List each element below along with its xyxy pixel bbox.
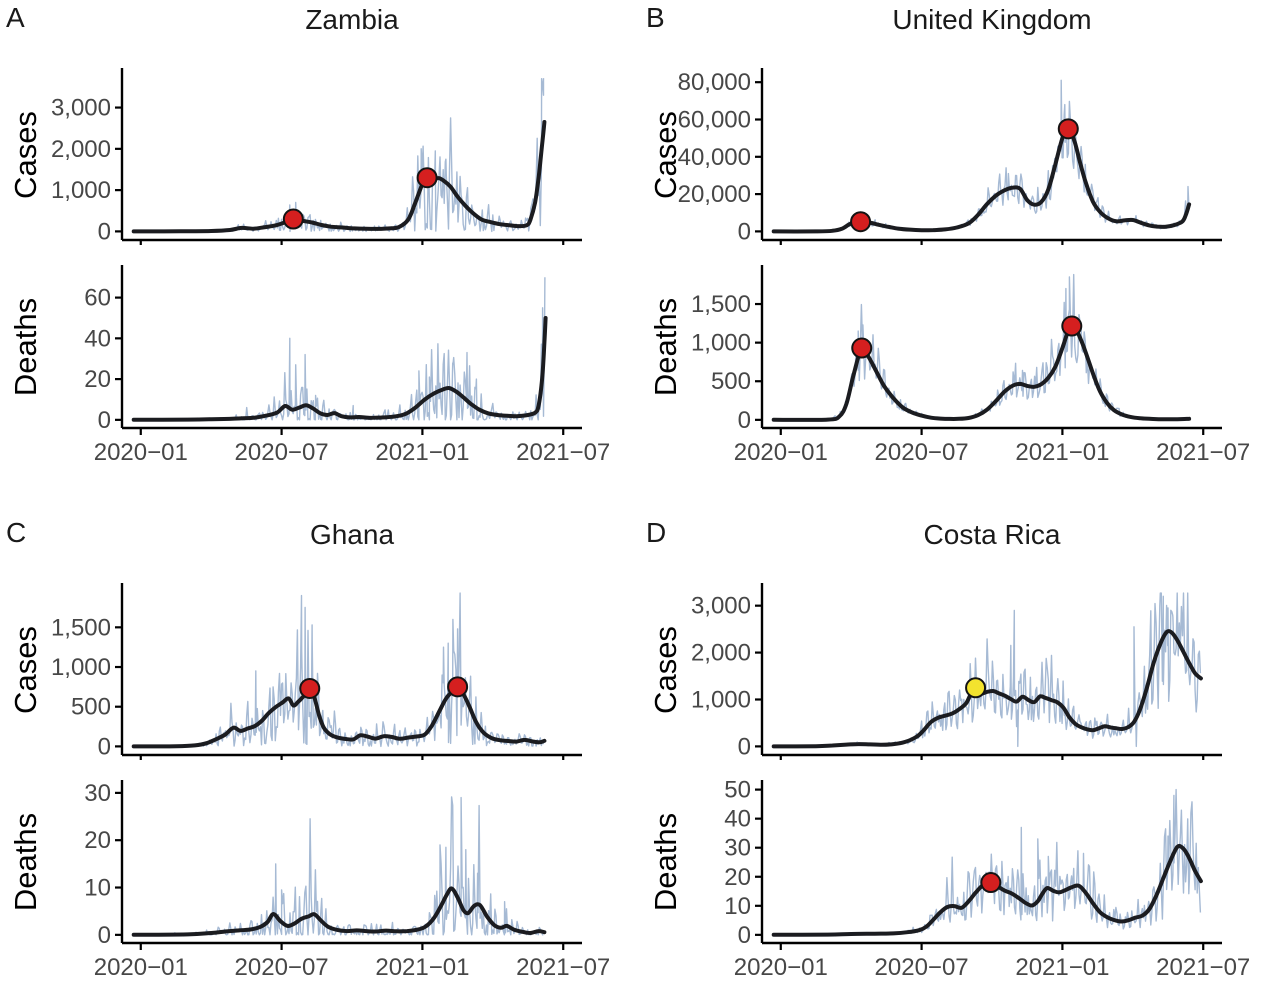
svg-text:500: 500	[711, 368, 751, 395]
svg-text:2021−01: 2021−01	[375, 439, 469, 466]
svg-text:500: 500	[71, 694, 111, 721]
svg-text:1,500: 1,500	[691, 291, 751, 318]
svg-text:3,000: 3,000	[691, 593, 751, 620]
cases-chart: 0 500 1,000 1,500	[51, 583, 582, 760]
panel-zambia: A Zambia Cases Deaths 0 1,000 2,000 3,000 0…	[0, 0, 640, 500]
panel-title: Zambia	[305, 4, 399, 35]
panel-label: B	[646, 2, 665, 33]
deaths-chart: 0 10 20 30 2020−01 2020−07 2021−01 2021−07	[84, 780, 610, 981]
cases-chart: 0 20,000 40,000 60,000 80,000	[678, 68, 1222, 245]
svg-text:40: 40	[724, 806, 751, 833]
svg-text:2021−01: 2021−01	[1015, 439, 1109, 466]
svg-text:20: 20	[84, 366, 111, 393]
panel-united-kingdom: B United Kingdom Cases Deaths 0 20,000 40,…	[640, 0, 1280, 500]
svg-text:2020−01: 2020−01	[734, 954, 828, 981]
svg-text:10: 10	[84, 875, 111, 902]
panel-title: Costa Rica	[923, 519, 1061, 550]
panel-ghana: C Ghana Cases Deaths 0 500 1,000 1,500 0 10 2…	[0, 515, 640, 995]
svg-text:2021−07: 2021−07	[1156, 439, 1250, 466]
svg-text:30: 30	[724, 835, 751, 862]
svg-text:2,000: 2,000	[691, 640, 751, 667]
svg-text:2021−01: 2021−01	[375, 954, 469, 981]
svg-text:0: 0	[738, 733, 751, 760]
svg-text:2021−01: 2021−01	[1015, 954, 1109, 981]
deaths-chart: 0 20 40 60 2020−01 2020−07 2021−01 2021−07	[84, 265, 610, 466]
svg-text:2020−01: 2020−01	[94, 954, 188, 981]
svg-text:20: 20	[724, 864, 751, 891]
svg-text:1,000: 1,000	[51, 177, 111, 204]
svg-text:2020−07: 2020−07	[875, 439, 969, 466]
cases-chart: 0 1,000 2,000 3,000	[691, 583, 1222, 760]
panel-costa-rica: D Costa Rica Cases Deaths 0 1,000 2,000 3,0…	[640, 515, 1280, 995]
svg-text:0: 0	[98, 733, 111, 760]
svg-text:2021−07: 2021−07	[1156, 954, 1250, 981]
svg-text:1,000: 1,000	[691, 686, 751, 713]
panel-title: United Kingdom	[892, 4, 1092, 35]
deaths-chart: 0 500 1,000 1,500 2020−01 2020−07 2021−01 2021−…	[691, 265, 1250, 466]
svg-text:2020−07: 2020−07	[875, 954, 969, 981]
svg-text:1,000: 1,000	[691, 330, 751, 357]
svg-text:0: 0	[738, 922, 751, 949]
svg-text:80,000: 80,000	[678, 69, 751, 96]
panel-label: C	[6, 517, 27, 548]
svg-text:2020−07: 2020−07	[235, 954, 329, 981]
svg-text:40: 40	[84, 325, 111, 352]
svg-text:0: 0	[98, 922, 111, 949]
svg-text:2021−07: 2021−07	[516, 439, 610, 466]
svg-text:2,000: 2,000	[51, 136, 111, 163]
svg-text:10: 10	[724, 893, 751, 920]
svg-text:20: 20	[84, 827, 111, 854]
svg-text:60,000: 60,000	[678, 106, 751, 133]
svg-text:2020−07: 2020−07	[235, 439, 329, 466]
cases-chart: 0 1,000 2,000 3,000	[51, 68, 582, 245]
svg-text:2021−07: 2021−07	[516, 954, 610, 981]
svg-text:40,000: 40,000	[678, 144, 751, 171]
panel-label: D	[646, 517, 667, 548]
svg-text:1,000: 1,000	[51, 654, 111, 681]
svg-text:0: 0	[738, 218, 751, 245]
svg-text:0: 0	[98, 407, 111, 434]
panel-title: Ghana	[309, 519, 395, 550]
svg-text:2020−01: 2020−01	[734, 439, 828, 466]
svg-text:20,000: 20,000	[678, 181, 751, 208]
svg-text:3,000: 3,000	[51, 95, 111, 122]
svg-text:60: 60	[84, 285, 111, 312]
svg-text:30: 30	[84, 780, 111, 807]
svg-text:0: 0	[738, 407, 751, 434]
svg-text:1,500: 1,500	[51, 614, 111, 641]
panel-label: A	[6, 2, 25, 33]
svg-text:50: 50	[724, 777, 751, 804]
svg-text:0: 0	[98, 218, 111, 245]
svg-text:2020−01: 2020−01	[94, 439, 188, 466]
